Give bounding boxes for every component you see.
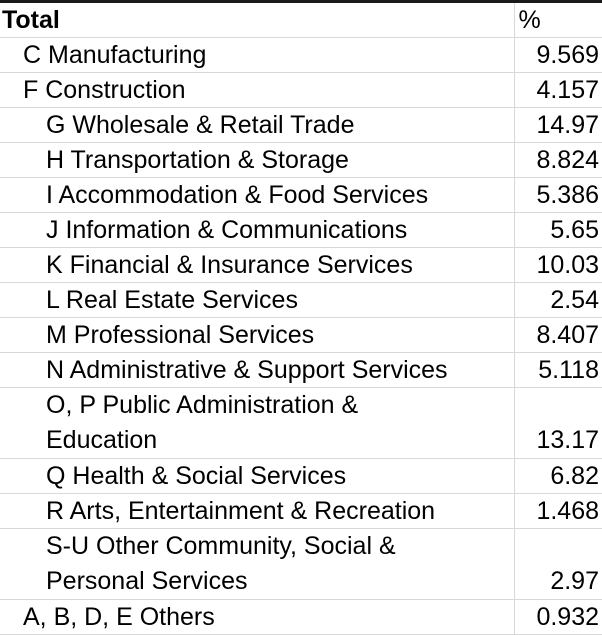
row-label-text: Q Health & Social Services	[46, 462, 347, 490]
row-label-text: C Manufacturing	[23, 41, 207, 69]
header-label-cell[interactable]: Total	[0, 3, 515, 38]
table-row: A, B, D, E Others 0.932	[0, 599, 602, 635]
row-value-cell[interactable]: 5.65	[514, 212, 602, 248]
row-label-text: L Real Estate Services	[46, 286, 298, 314]
table-row: H Transportation & Storage 8.824	[0, 142, 602, 178]
table-row: S-U Other Community, Social & Personal Se…	[0, 528, 602, 600]
row-label-text: J Information & Communications	[46, 216, 408, 244]
row-label-text: F Construction	[23, 76, 186, 104]
row-label-text: A, B, D, E Others	[23, 603, 215, 631]
row-label-cell[interactable]: I Accommodation & Food Services	[0, 177, 515, 213]
row-label-cell[interactable]: O, P Public Administration & Education	[0, 387, 515, 459]
row-label-cell[interactable]: F Construction	[0, 72, 515, 108]
row-value-cell[interactable]: 2.54	[514, 282, 602, 318]
row-label-text: R Arts, Entertainment & Recreation	[46, 497, 436, 525]
row-label-cell[interactable]: J Information & Communications	[0, 212, 515, 248]
table-row: G Wholesale & Retail Trade 14.97	[0, 107, 602, 143]
row-value-cell[interactable]: 5.118	[514, 352, 602, 388]
row-value-cell[interactable]: 5.386	[514, 177, 602, 213]
row-value-cell[interactable]: 8.407	[514, 317, 602, 353]
table-header-row: Total %	[0, 3, 602, 38]
table-row: Q Health & Social Services 6.82	[0, 458, 602, 494]
row-value-cell[interactable]: 4.157	[514, 72, 602, 108]
table-row: F Construction 4.157	[0, 72, 602, 108]
row-label-cell[interactable]: G Wholesale & Retail Trade	[0, 107, 515, 143]
row-value-cell[interactable]: 14.97	[514, 107, 602, 143]
row-label-cell[interactable]: A, B, D, E Others	[0, 599, 515, 635]
row-label-cell[interactable]: N Administrative & Support Services	[0, 352, 515, 388]
table-row: K Financial & Insurance Services 10.03	[0, 247, 602, 283]
row-label-text: H Transportation & Storage	[46, 146, 349, 174]
row-label-cell[interactable]: L Real Estate Services	[0, 282, 515, 318]
row-label-text: I Accommodation & Food Services	[46, 181, 429, 209]
row-value-cell[interactable]: 6.82	[514, 458, 602, 494]
table-row: L Real Estate Services 2.54	[0, 282, 602, 318]
row-label-text: G Wholesale & Retail Trade	[46, 111, 355, 139]
row-label-text: M Professional Services	[46, 321, 315, 349]
breakdown-table: Total % C Manufacturing 9.569 F Constructi…	[0, 3, 602, 635]
row-value-cell[interactable]: 0.932	[514, 599, 602, 635]
table-row: J Information & Communications 5.65	[0, 212, 602, 248]
row-label-text: Personal Services	[46, 567, 248, 595]
row-label-cell[interactable]: R Arts, Entertainment & Recreation	[0, 493, 515, 529]
table-row: N Administrative & Support Services 5.118	[0, 352, 602, 388]
row-label-cell[interactable]: C Manufacturing	[0, 37, 515, 73]
row-value-cell[interactable]: 13.17	[514, 387, 602, 459]
row-label-text: N Administrative & Support Services	[46, 356, 448, 384]
table-row: C Manufacturing 9.569	[0, 37, 602, 73]
row-value-cell[interactable]: 8.824	[514, 142, 602, 178]
top-border	[0, 0, 602, 3]
row-label-cell[interactable]: M Professional Services	[0, 317, 515, 353]
row-label-text: O, P Public Administration &	[46, 391, 359, 419]
row-label-cell[interactable]: Q Health & Social Services	[0, 458, 515, 494]
row-label-text: K Financial & Insurance Services	[46, 251, 413, 279]
row-value-cell[interactable]: 1.468	[514, 493, 602, 529]
table-row: O, P Public Administration & Education 13.…	[0, 387, 602, 459]
header-value-cell[interactable]: %	[514, 3, 602, 38]
row-value-cell[interactable]: 10.03	[514, 247, 602, 283]
row-label-text: S-U Other Community, Social &	[46, 532, 396, 560]
row-label-text: Education	[46, 426, 158, 454]
table-body: Total % C Manufacturing 9.569 F Constructi…	[0, 3, 602, 635]
row-label-cell[interactable]: H Transportation & Storage	[0, 142, 515, 178]
row-value-cell[interactable]: 9.569	[514, 37, 602, 73]
table-row: R Arts, Entertainment & Recreation 1.468	[0, 493, 602, 529]
row-label-cell[interactable]: S-U Other Community, Social & Personal Se…	[0, 528, 515, 600]
row-value-cell[interactable]: 2.97	[514, 528, 602, 600]
table-row: M Professional Services 8.407	[0, 317, 602, 353]
table-row: I Accommodation & Food Services 5.386	[0, 177, 602, 213]
row-label-cell[interactable]: K Financial & Insurance Services	[0, 247, 515, 283]
